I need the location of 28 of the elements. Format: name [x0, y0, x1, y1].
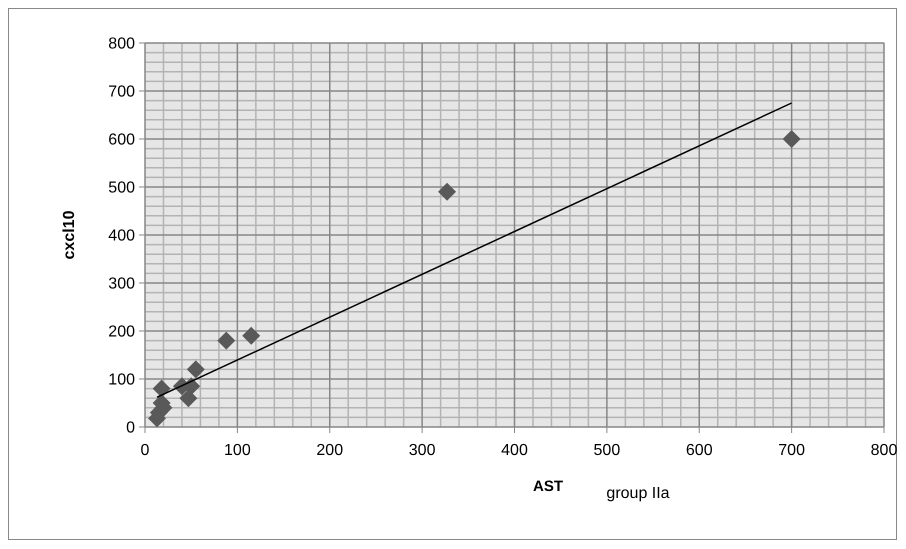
y-tick-label: 500: [108, 180, 136, 197]
point: [186, 360, 205, 378]
point: [782, 130, 801, 148]
x-tick-label: 800: [870, 442, 898, 459]
x-tick-label: 300: [408, 442, 436, 459]
y-tick-label: 300: [108, 276, 136, 293]
x-tick-label: 600: [686, 442, 713, 459]
y-tick-label: 700: [108, 84, 136, 101]
x-tick-label: 500: [594, 442, 620, 459]
x-tick-label: 400: [501, 442, 528, 459]
y-tick-label: 800: [108, 36, 136, 53]
x-axis-title: AST: [533, 478, 563, 495]
y-tick-label: 0: [126, 420, 136, 437]
point: [217, 332, 236, 350]
point: [152, 380, 171, 398]
y-tick-label: 600: [108, 132, 136, 149]
x-tick-label: 200: [316, 442, 344, 459]
x-tick-label: 0: [140, 442, 150, 459]
x-tick-label: 100: [224, 442, 251, 459]
y-tick-label: 100: [108, 372, 136, 389]
point: [438, 182, 456, 201]
y-tick-label: 400: [108, 228, 136, 245]
point: [242, 326, 260, 345]
y-axis-title: cxcl10: [61, 210, 78, 260]
text: group IIa: [606, 485, 670, 502]
point: [179, 389, 198, 408]
y-tick-label: 200: [108, 324, 136, 341]
x-tick-label: 700: [778, 442, 806, 459]
